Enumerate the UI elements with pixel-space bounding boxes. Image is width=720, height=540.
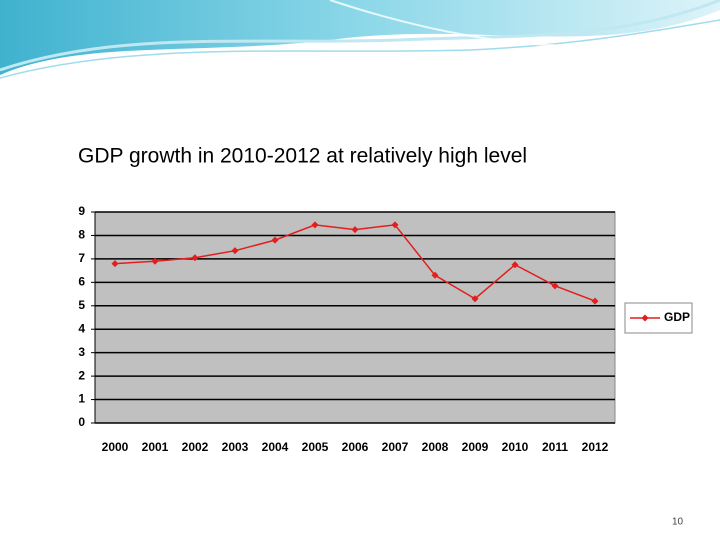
legend-marker [641,314,649,322]
x-tick-label: 2006 [342,440,369,454]
legend-label: GDP [664,310,690,324]
data-point [431,271,439,279]
y-tick-label: 2 [78,368,85,382]
x-tick-label: 2007 [382,440,409,454]
data-point [191,254,199,262]
data-point [391,221,399,229]
y-tick-label: 0 [78,415,85,429]
x-tick-label: 2009 [462,440,489,454]
y-tick-label: 1 [78,392,85,406]
x-tick-label: 2000 [102,440,129,454]
x-tick-label: 2005 [302,440,329,454]
y-tick-label: 8 [78,228,85,242]
data-point [111,260,119,268]
x-tick-label: 2011 [542,440,568,454]
data-point [511,261,519,269]
x-tick-label: 2008 [422,440,449,454]
data-point [151,257,159,265]
x-tick-label: 2004 [262,440,289,454]
page-number: 10 [672,517,684,528]
slide-title: GDP growth in 2010-2012 at relatively hi… [78,145,527,168]
x-tick-label: 2002 [182,440,209,454]
data-point [271,236,279,244]
y-tick-label: 7 [78,251,85,265]
y-tick-label: 9 [78,204,85,218]
plot-area [94,211,616,424]
data-point [551,282,559,290]
chart: 0 1 2 3 4 5 6 7 8 9 2000 2001 2002 2003 2004 2005 2006 20… [78,204,616,454]
y-tick-label: 3 [78,345,85,359]
data-point [351,226,359,234]
data-point [231,247,239,255]
data-point [311,221,319,229]
data-point [471,295,479,303]
y-tick-label: 4 [78,321,85,335]
x-tick-label: 2012 [582,440,609,454]
x-tick-label: 2003 [222,440,249,454]
x-tick-label: 2010 [502,440,529,454]
y-tick-label: 6 [78,275,85,289]
y-tick-label: 5 [78,298,85,312]
legend: GDP [624,302,693,334]
header-decoration [0,0,720,79]
data-point [591,297,599,305]
x-tick-label: 2001 [142,440,169,454]
